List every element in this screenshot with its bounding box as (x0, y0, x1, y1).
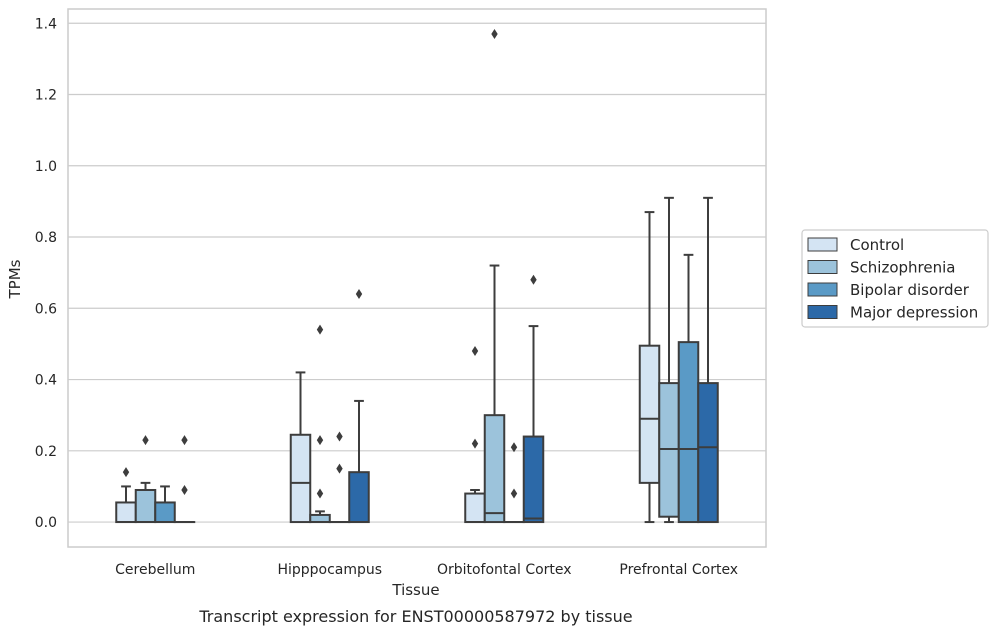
outlier-point (316, 324, 324, 335)
y-tick-label: 0.6 (35, 301, 57, 317)
y-tick-label: 1.2 (35, 88, 57, 104)
y-axis-ticks: 0.0 0.2 0.4 0.6 0.8 1.0 1.2 1.4 (35, 16, 57, 531)
box-1-1 (309, 324, 331, 524)
x-axis-label: Tissue (391, 581, 439, 599)
outlier-point (181, 435, 188, 446)
outlier-point (336, 463, 343, 474)
legend: Control Schizophrenia Bipolar disorder Majo… (801, 229, 989, 328)
legend-swatch (807, 237, 838, 252)
x-tick-label: Prefrontal Cortex (619, 562, 738, 578)
legend-swatch (807, 282, 838, 297)
box-0-1 (134, 435, 157, 524)
legend-frame (801, 229, 989, 328)
outlier-point (491, 28, 498, 39)
box (115, 501, 137, 524)
box-2-3 (522, 274, 545, 524)
box (289, 433, 312, 524)
box (154, 501, 176, 524)
outlier-point (142, 435, 149, 446)
outlier-point (471, 438, 479, 449)
legend-label: Bipolar disorder (850, 281, 970, 299)
box (638, 344, 661, 484)
box-2-1 (483, 28, 506, 524)
y-tick-label: 0.8 (35, 230, 57, 246)
legend-swatch (807, 260, 838, 274)
box (483, 414, 506, 524)
legend-label: Major depression (850, 304, 978, 322)
chart-caption: Transcript expression for ENST0000058797… (198, 607, 632, 626)
box-2-2 (503, 442, 525, 524)
x-tick-label: Orbitofontal Cortex (437, 562, 572, 578)
box-0-0 (115, 467, 137, 524)
y-tick-label: 0.0 (35, 515, 57, 531)
box (464, 492, 486, 524)
outlier-point (316, 435, 324, 446)
legend-label: Control (850, 236, 904, 254)
x-tick-label: Cerebellum (115, 562, 195, 578)
legend-label: Schizophrenia (850, 259, 955, 277)
box-1-0 (289, 371, 312, 524)
outlier-point (316, 488, 324, 499)
y-tick-label: 1.4 (35, 16, 57, 32)
outlier-point (181, 484, 188, 495)
outlier-point (336, 431, 343, 442)
legend-swatch (807, 305, 838, 319)
x-axis-ticks: Cerebellum Hipppocampus Orbitofontal Corte… (115, 562, 738, 578)
y-tick-label: 0.2 (35, 444, 57, 460)
x-tick-label: Hipppocampus (277, 562, 382, 578)
box-0-2 (154, 485, 176, 524)
box-3-3 (697, 196, 719, 524)
outlier-point (530, 274, 537, 285)
y-tick-label: 0.4 (35, 373, 57, 389)
box-series (115, 28, 719, 524)
box (134, 488, 157, 524)
outlier-point (510, 488, 518, 499)
box (697, 382, 719, 524)
y-axis-label: TPMs (6, 259, 24, 299)
plot-frame (67, 8, 767, 548)
y-tick-label: 1.0 (35, 159, 57, 175)
box (348, 471, 370, 524)
box-0-3 (173, 435, 196, 524)
box (309, 513, 331, 524)
outlier-point (122, 467, 130, 478)
box-1-2 (328, 431, 351, 524)
outlier-point (471, 346, 479, 357)
box (522, 435, 545, 524)
outlier-point (355, 289, 363, 300)
outlier-point (510, 442, 518, 453)
box-1-3 (348, 289, 370, 524)
box (677, 341, 700, 524)
